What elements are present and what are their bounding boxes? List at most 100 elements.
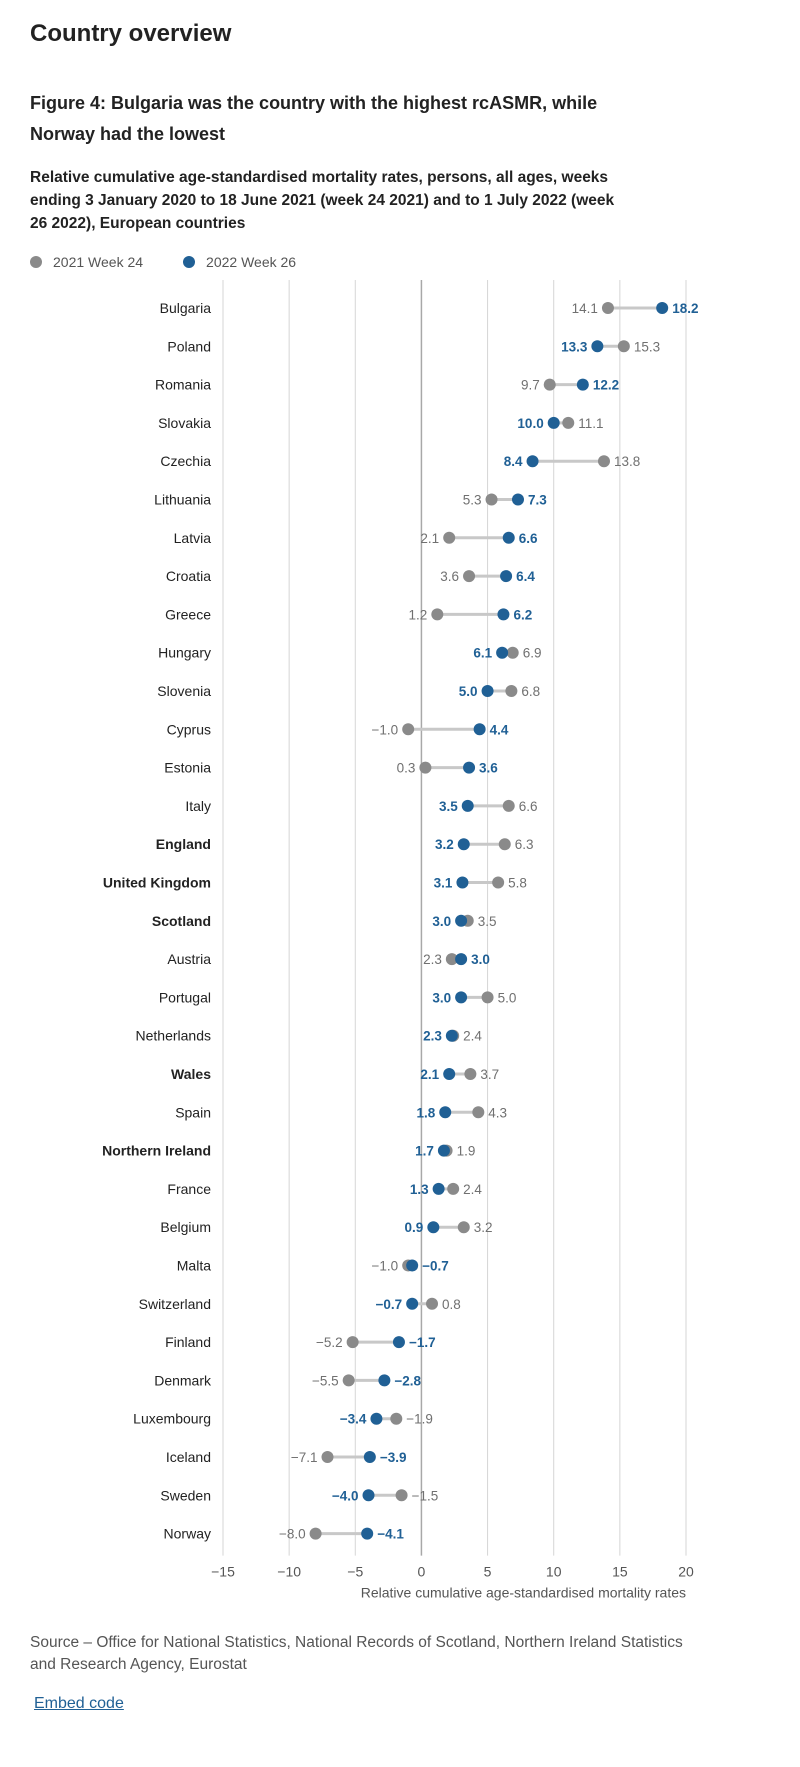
country-label-austria: Austria — [167, 951, 211, 967]
point-2022-latvia — [502, 531, 515, 544]
point-2021-spain — [472, 1106, 485, 1119]
point-2022-united-kingdom — [456, 876, 469, 889]
country-label-spain: Spain — [175, 1104, 211, 1120]
point-2022-iceland — [363, 1451, 376, 1463]
data-label-2021-poland: 15.3 — [634, 339, 660, 354]
point-2022-france — [432, 1182, 445, 1195]
point-2022-portugal — [455, 991, 468, 1004]
country-label-bulgaria: Bulgaria — [160, 300, 212, 316]
source-note: Source – Office for National Statistics,… — [30, 1634, 683, 1673]
data-label-2022-slovenia: 5.0 — [459, 684, 478, 699]
data-label-2022-belgium: 0.9 — [405, 1220, 424, 1235]
x-tick-label-2: −5 — [347, 1564, 363, 1580]
point-2022-denmark — [378, 1374, 391, 1387]
point-2021-france — [447, 1182, 460, 1195]
data-label-2021-czechia: 13.8 — [614, 454, 640, 469]
point-2022-czechia — [526, 455, 539, 468]
point-2021-croatia — [463, 570, 476, 583]
point-2022-netherlands — [445, 1029, 458, 1042]
point-2021-romania — [543, 378, 556, 391]
data-label-2021-belgium: 3.2 — [474, 1220, 493, 1235]
data-label-2022-iceland: −3.9 — [380, 1450, 407, 1465]
point-2021-slovenia — [505, 685, 518, 697]
data-label-2021-united-kingdom: 5.8 — [508, 876, 527, 891]
data-label-2022-england: 3.2 — [435, 837, 454, 852]
data-label-2022-sweden: −4.0 — [332, 1488, 359, 1503]
data-label-2021-denmark: −5.5 — [312, 1373, 339, 1388]
embed-code-link[interactable]: Embed code — [34, 1695, 124, 1712]
data-label-2022-estonia: 3.6 — [479, 761, 498, 776]
point-2021-bulgaria — [601, 302, 614, 314]
point-2022-finland — [392, 1336, 405, 1349]
data-label-2022-luxembourg: −3.4 — [340, 1412, 367, 1427]
country-label-wales: Wales — [171, 1066, 211, 1082]
data-label-2022-switzerland: −0.7 — [376, 1297, 403, 1312]
data-label-2021-latvia: 2.1 — [420, 531, 439, 546]
country-label-scotland: Scotland — [152, 913, 211, 929]
point-2021-estonia — [419, 761, 432, 774]
data-label-2022-italy: 3.5 — [439, 799, 458, 814]
x-tick-label-3: 0 — [418, 1564, 426, 1580]
data-label-2022-czechia: 8.4 — [504, 454, 523, 469]
data-label-2021-hungary: 6.9 — [523, 646, 542, 661]
data-label-2021-wales: 3.7 — [480, 1067, 499, 1082]
data-label-2022-romania: 12.2 — [593, 378, 619, 393]
country-label-belgium: Belgium — [160, 1219, 211, 1235]
data-label-2022-poland: 13.3 — [561, 339, 588, 354]
point-2021-hungary — [506, 646, 519, 659]
country-label-netherlands: Netherlands — [136, 1028, 212, 1044]
country-label-lithuania: Lithuania — [154, 492, 211, 508]
point-2022-croatia — [500, 570, 513, 583]
chart-legend: 2021 Week 24 2022 Week 26 — [30, 254, 770, 270]
data-label-2021-slovenia: 6.8 — [521, 684, 540, 699]
country-label-romania: Romania — [155, 377, 211, 393]
point-2022-norway — [361, 1527, 374, 1540]
data-label-2021-scotland: 3.5 — [478, 914, 497, 929]
data-label-2021-spain: 4.3 — [488, 1105, 507, 1120]
point-2021-italy — [502, 799, 515, 812]
point-2021-norway — [309, 1527, 322, 1540]
data-label-2022-cyprus: 4.4 — [490, 722, 509, 737]
country-label-portugal: Portugal — [159, 989, 211, 1005]
legend-dot-2021 — [30, 256, 42, 268]
country-label-sweden: Sweden — [160, 1487, 211, 1503]
point-2022-estonia — [463, 761, 476, 774]
data-label-2021-greece: 1.2 — [409, 607, 428, 622]
data-label-2022-norway: −4.1 — [377, 1527, 404, 1542]
legend-item-2022: 2022 Week 26 — [183, 254, 296, 270]
legend-dot-2022 — [183, 256, 196, 268]
data-label-2021-lithuania: 5.3 — [463, 493, 482, 508]
data-label-2021-slovakia: 11.1 — [578, 416, 603, 431]
data-label-2022-lithuania: 7.3 — [528, 493, 547, 508]
country-label-france: France — [167, 1181, 211, 1197]
data-label-2022-netherlands: 2.3 — [423, 1029, 442, 1044]
x-axis-title: Relative cumulative age-standardised mor… — [361, 1585, 686, 1601]
point-2022-belgium — [427, 1221, 440, 1234]
data-label-2021-romania: 9.7 — [521, 378, 540, 393]
point-2021-england — [498, 838, 511, 851]
figure-subtitle: Relative cumulative age-standardised mor… — [30, 169, 615, 232]
data-label-2022-greece: 6.2 — [513, 607, 532, 622]
data-label-2022-scotland: 3.0 — [432, 914, 451, 929]
data-label-2022-denmark: −2.8 — [394, 1373, 421, 1388]
data-label-2021-cyprus: −1.0 — [372, 722, 399, 737]
country-label-united-kingdom: United Kingdom — [103, 875, 211, 891]
point-2022-scotland — [455, 914, 468, 927]
point-2022-hungary — [496, 646, 509, 659]
point-2021-luxembourg — [390, 1412, 403, 1425]
data-label-2022-united-kingdom: 3.1 — [434, 876, 453, 891]
point-2022-malta — [406, 1259, 419, 1272]
country-label-slovenia: Slovenia — [157, 683, 211, 699]
data-label-2021-portugal: 5.0 — [498, 990, 517, 1005]
country-label-italy: Italy — [185, 798, 211, 814]
data-label-2022-latvia: 6.6 — [519, 531, 538, 546]
data-label-2022-slovakia: 10.0 — [517, 416, 543, 431]
data-label-2022-austria: 3.0 — [471, 952, 490, 967]
point-2022-poland — [591, 340, 604, 353]
point-2021-poland — [617, 340, 630, 353]
point-2021-lithuania — [485, 493, 498, 506]
country-label-czechia: Czechia — [160, 453, 211, 469]
point-2022-england — [457, 838, 470, 851]
data-label-2021-croatia: 3.6 — [440, 569, 459, 584]
country-label-norway: Norway — [164, 1526, 211, 1542]
